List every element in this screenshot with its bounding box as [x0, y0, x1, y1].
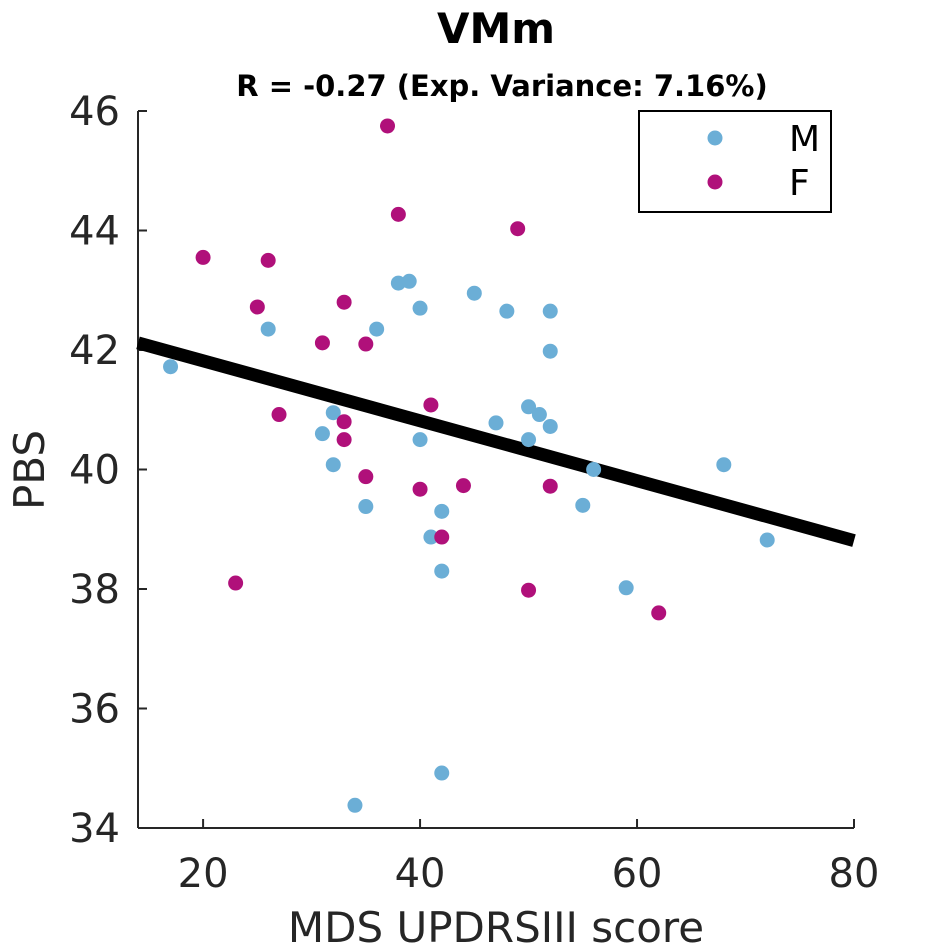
data-point-m: [521, 432, 537, 448]
data-point-m: [521, 399, 537, 415]
data-point-m: [542, 343, 558, 359]
data-point-f: [228, 575, 244, 591]
data-point-f: [336, 432, 352, 448]
chart-title: VMm: [437, 4, 555, 53]
data-point-m: [716, 457, 732, 473]
data-point-m: [542, 303, 558, 319]
legend-label-f: F: [789, 163, 810, 204]
data-point-m: [759, 532, 775, 548]
y-tick-label: 34: [69, 806, 120, 852]
chart-subtitle: R = -0.27 (Exp. Variance: 7.16%): [236, 69, 767, 103]
y-tick-label: 40: [69, 448, 120, 494]
data-point-m: [325, 457, 341, 473]
data-point-m: [347, 797, 363, 813]
data-point-m: [163, 359, 179, 375]
data-point-f: [434, 529, 450, 545]
data-point-f: [651, 605, 667, 621]
data-point-f: [455, 478, 471, 494]
data-point-f: [380, 118, 396, 134]
data-point-m: [488, 415, 504, 431]
data-points: [163, 118, 775, 813]
data-point-m: [542, 418, 558, 434]
y-tick-label: 46: [69, 89, 120, 135]
y-tick-label: 42: [69, 328, 120, 374]
data-point-m: [369, 321, 385, 337]
y-tick-label: 36: [69, 687, 120, 733]
data-point-f: [336, 294, 352, 310]
legend-marker-m: [707, 130, 723, 146]
data-point-m: [314, 426, 330, 442]
data-point-m: [434, 765, 450, 781]
data-point-m: [499, 303, 515, 319]
x-tick-label: 40: [395, 851, 446, 897]
legend-box: [638, 110, 832, 213]
data-point-f: [195, 249, 211, 265]
data-point-m: [575, 497, 591, 513]
legend-marker-f: [707, 174, 723, 190]
y-tick-label: 38: [69, 567, 120, 613]
data-point-m: [434, 563, 450, 579]
x-tick-label: 80: [829, 851, 880, 897]
x-axis-label: MDS UPDRSIII score: [288, 903, 704, 945]
data-point-m: [412, 432, 428, 448]
plot-axes: [137, 110, 855, 829]
regression-line-group: [136, 336, 856, 547]
data-point-f: [336, 414, 352, 430]
data-point-f: [542, 478, 558, 494]
y-tick-label: 44: [69, 209, 120, 255]
data-point-m: [531, 407, 547, 423]
data-point-m: [466, 285, 482, 301]
data-point-f: [412, 481, 428, 497]
data-point-f: [271, 407, 287, 423]
data-point-f: [358, 336, 374, 352]
data-point-f: [260, 252, 276, 268]
legend-label-m: M: [789, 119, 820, 160]
y-axis-label: PBS: [5, 430, 54, 510]
legend: MF: [638, 110, 832, 213]
x-tick-label: 60: [612, 851, 663, 897]
data-point-m: [618, 580, 634, 596]
data-point-f: [510, 221, 526, 237]
data-point-f: [390, 206, 406, 222]
tick-labels: 20 40 60 80 34 36 38 40 42 44 46: [69, 89, 879, 897]
data-point-m: [325, 405, 341, 421]
data-point-m: [412, 300, 428, 316]
data-point-f: [314, 335, 330, 351]
data-point-f: [521, 582, 537, 598]
data-point-m: [586, 462, 602, 477]
data-point-m: [358, 499, 374, 515]
data-point-f: [423, 397, 439, 413]
data-point-m: [434, 503, 450, 519]
data-point-m: [423, 529, 439, 545]
data-point-f: [249, 299, 265, 315]
data-point-m: [401, 273, 417, 289]
data-point-m: [260, 321, 276, 337]
data-point-f: [358, 469, 374, 485]
regression-line: [136, 336, 856, 547]
x-tick-label: 20: [178, 851, 229, 897]
